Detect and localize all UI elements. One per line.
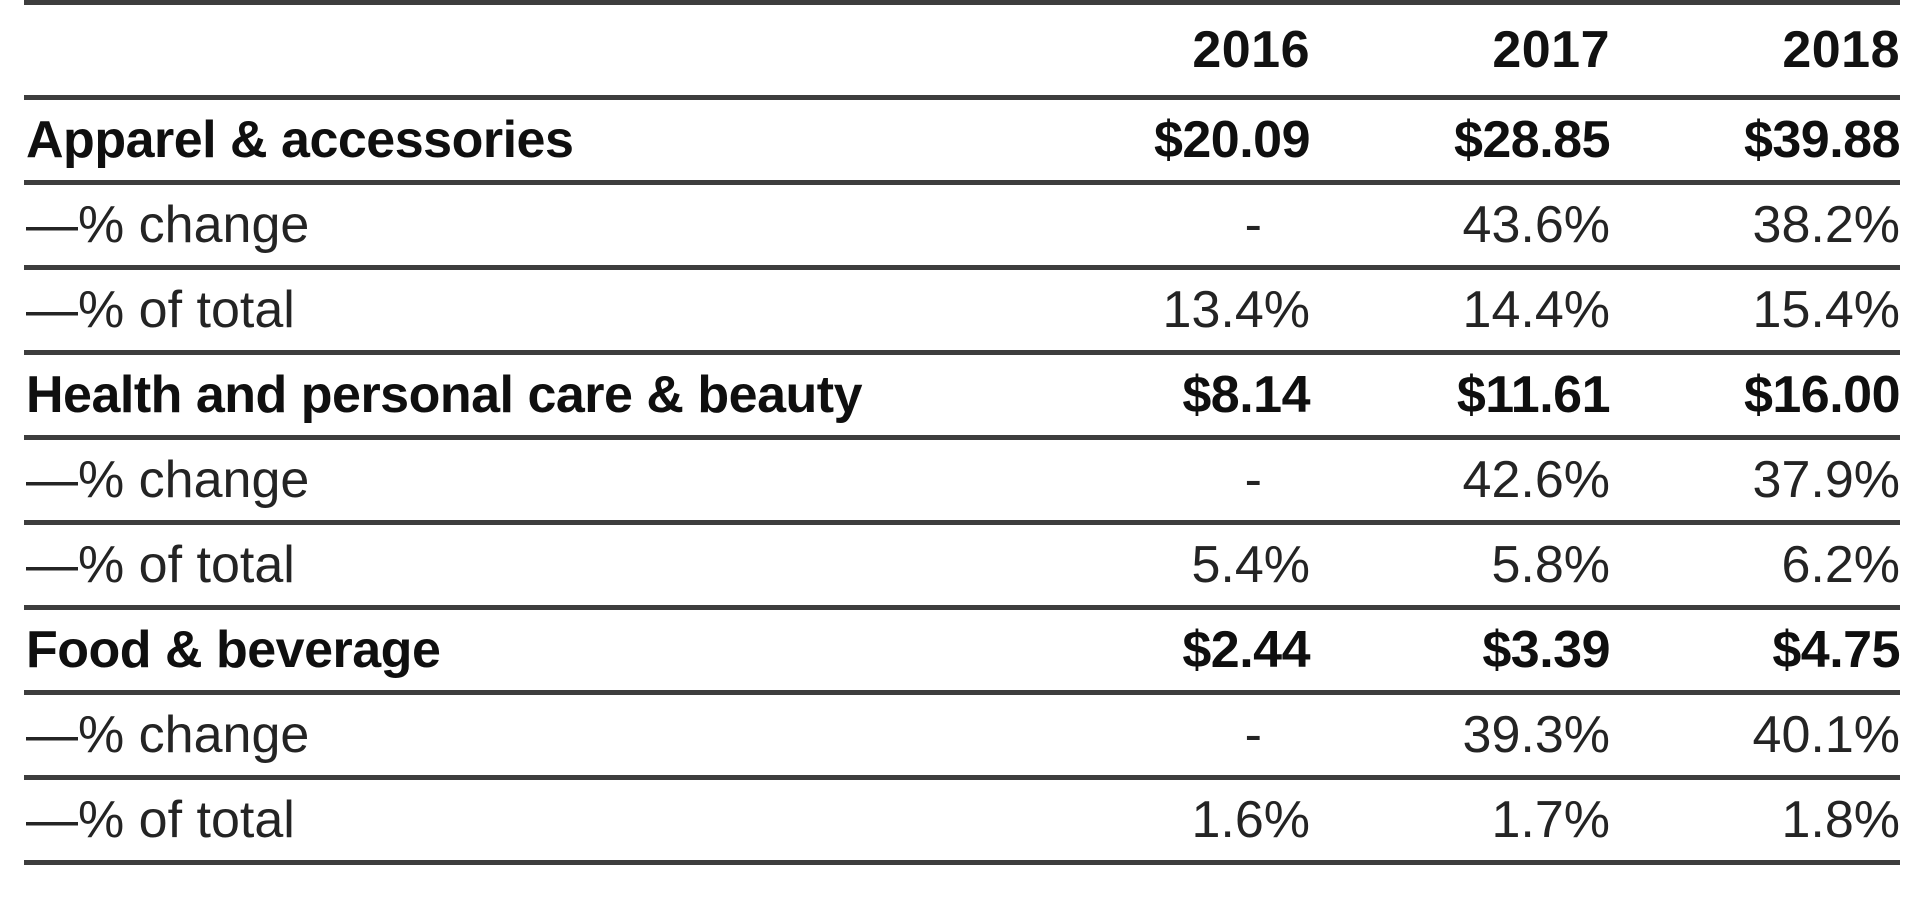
table-row-health-pct-total: —% of total 5.4% 5.8% 6.2% xyxy=(24,523,1900,608)
table-row-apparel: Apparel & accessories $20.09 $28.85 $39.… xyxy=(24,98,1901,183)
row-label: —% change xyxy=(26,451,310,509)
value-cell: 1.6% xyxy=(1191,791,1310,849)
value-cell: 40.1% xyxy=(1752,706,1900,764)
value-cell: 38.2% xyxy=(1752,196,1900,254)
row-label: Food & beverage xyxy=(26,621,441,679)
value-cell: 1.8% xyxy=(1781,791,1900,849)
value-cell: 42.6% xyxy=(1462,451,1610,509)
value-cell: $16.00 xyxy=(1743,366,1901,424)
data-table: 2016 2017 2018 Apparel & accessories $20… xyxy=(24,0,1901,865)
value-cell: - xyxy=(1244,196,1262,254)
value-cell: 43.6% xyxy=(1462,196,1610,254)
table-row-food: Food & beverage $2.44 $3.39 $4.75 xyxy=(24,608,1901,693)
value-cell: $3.39 xyxy=(1482,621,1610,679)
value-cell: 37.9% xyxy=(1752,451,1900,509)
value-cell: $4.75 xyxy=(1772,621,1900,679)
row-label: Apparel & accessories xyxy=(26,111,574,169)
value-cell: 5.4% xyxy=(1191,536,1310,594)
row-label: —% change xyxy=(26,196,310,254)
value-cell: $39.88 xyxy=(1743,111,1901,169)
table-row-health-pct-change: —% change - 42.6% 37.9% xyxy=(24,438,1900,523)
value-cell: $20.09 xyxy=(1153,111,1311,169)
value-cell: $8.14 xyxy=(1182,366,1310,424)
value-cell: $28.85 xyxy=(1453,111,1611,169)
year-header-2018: 2018 xyxy=(1782,21,1900,79)
row-label: —% of total xyxy=(26,281,295,339)
value-cell: 15.4% xyxy=(1752,281,1900,339)
header-row: 2016 2017 2018 xyxy=(24,3,1900,98)
row-label: —% of total xyxy=(26,791,295,849)
table-row-food-pct-total: —% of total 1.6% 1.7% 1.8% xyxy=(24,778,1900,863)
value-cell: - xyxy=(1244,706,1262,764)
table-row-apparel-pct-total: —% of total 13.4% 14.4% 15.4% xyxy=(24,268,1900,353)
value-cell: 13.4% xyxy=(1162,281,1310,339)
value-cell: 14.4% xyxy=(1462,281,1610,339)
year-header-2017: 2017 xyxy=(1492,21,1610,79)
year-header-2016: 2016 xyxy=(1192,21,1310,79)
value-cell: $11.61 xyxy=(1456,366,1611,424)
value-cell: $2.44 xyxy=(1182,621,1310,679)
table-row-apparel-pct-change: —% change - 43.6% 38.2% xyxy=(24,183,1900,268)
value-cell: 1.7% xyxy=(1491,791,1610,849)
value-cell: 5.8% xyxy=(1491,536,1610,594)
table-row-health: Health and personal care & beauty $8.14 … xyxy=(24,353,1901,438)
row-label: Health and personal care & beauty xyxy=(26,366,863,424)
row-label: —% of total xyxy=(26,536,295,594)
value-cell: 39.3% xyxy=(1462,706,1610,764)
value-cell: 6.2% xyxy=(1781,536,1900,594)
row-label: —% change xyxy=(26,706,310,764)
value-cell: - xyxy=(1244,451,1262,509)
table-row-food-pct-change: —% change - 39.3% 40.1% xyxy=(24,693,1900,778)
header-empty-cell xyxy=(24,3,924,98)
